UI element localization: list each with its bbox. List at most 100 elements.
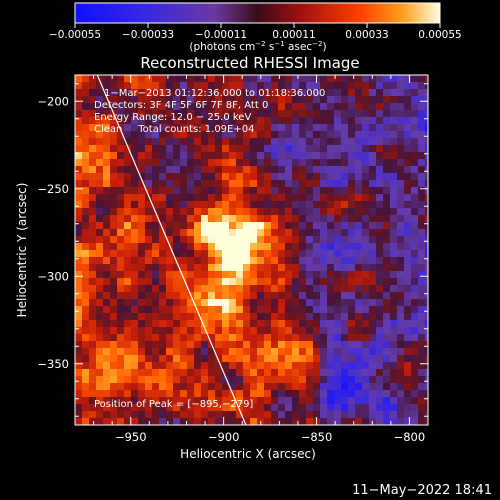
heatmap-cell xyxy=(215,152,223,160)
heatmap-cell xyxy=(369,299,377,307)
heatmap-cell xyxy=(75,96,83,104)
heatmap-cell xyxy=(264,208,272,216)
heatmap-cell xyxy=(425,376,428,384)
heatmap-cell xyxy=(285,404,293,412)
heatmap-cell xyxy=(341,222,349,230)
heatmap-cell xyxy=(418,404,426,412)
heatmap-cell xyxy=(327,103,335,111)
heatmap-cell xyxy=(96,257,104,265)
heatmap-cell xyxy=(327,194,335,202)
heatmap-cell xyxy=(124,376,132,384)
heatmap-cell xyxy=(341,124,349,132)
heatmap-cell xyxy=(229,264,237,272)
heatmap-cell xyxy=(159,264,167,272)
heatmap-cell xyxy=(82,236,90,244)
heatmap-cell xyxy=(75,89,83,97)
heatmap-cell xyxy=(229,187,237,195)
heatmap-cell xyxy=(124,222,132,230)
heatmap-cell xyxy=(173,327,181,335)
heatmap-cell xyxy=(369,187,377,195)
heatmap-cell xyxy=(82,341,90,349)
heatmap-cell xyxy=(75,348,83,356)
heatmap-cell xyxy=(180,222,188,230)
heatmap-cell xyxy=(180,306,188,314)
heatmap-cell xyxy=(82,306,90,314)
heatmap-cell xyxy=(257,285,265,293)
heatmap-cell xyxy=(334,292,342,300)
heatmap-cell xyxy=(285,334,293,342)
heatmap-cell xyxy=(138,173,146,181)
heatmap-cell xyxy=(313,292,321,300)
heatmap-cell xyxy=(334,250,342,258)
heatmap-cell xyxy=(89,271,97,279)
heatmap-cell xyxy=(369,306,377,314)
heatmap-cell xyxy=(257,257,265,265)
heatmap-cell xyxy=(131,348,139,356)
heatmap-cell xyxy=(355,271,363,279)
heatmap-cell xyxy=(369,292,377,300)
heatmap-cell xyxy=(124,103,132,111)
heatmap-cell xyxy=(236,187,244,195)
heatmap-cell xyxy=(222,131,230,139)
heatmap-cell xyxy=(313,355,321,363)
heatmap-cell xyxy=(152,124,160,132)
heatmap-cell xyxy=(257,299,265,307)
heatmap-cell xyxy=(89,376,97,384)
heatmap-cell xyxy=(292,257,300,265)
heatmap-cell xyxy=(145,278,153,286)
heatmap-cell xyxy=(425,327,428,335)
heatmap-cell xyxy=(131,138,139,146)
heatmap-cell xyxy=(376,117,384,125)
heatmap-cell xyxy=(313,390,321,398)
heatmap-cell xyxy=(362,313,370,321)
heatmap-cell xyxy=(320,327,328,335)
heatmap-cell xyxy=(187,166,195,174)
heatmap-cell xyxy=(82,194,90,202)
heatmap-cell xyxy=(75,306,83,314)
heatmap-cell xyxy=(194,257,202,265)
heatmap-cell xyxy=(180,159,188,167)
heatmap-cell xyxy=(383,208,391,216)
heatmap-cell xyxy=(411,348,419,356)
heatmap-cell xyxy=(243,89,251,97)
heatmap-cell xyxy=(187,201,195,209)
heatmap-cell xyxy=(404,138,412,146)
heatmap-cell xyxy=(152,222,160,230)
heatmap-cell xyxy=(173,362,181,370)
heatmap-cell xyxy=(187,341,195,349)
heatmap-cell xyxy=(348,369,356,377)
heatmap-cell xyxy=(166,166,174,174)
heatmap-cell xyxy=(348,208,356,216)
heatmap-cell xyxy=(292,362,300,370)
heatmap-cell xyxy=(145,229,153,237)
heatmap-cell xyxy=(397,152,405,160)
heatmap-cell xyxy=(110,89,118,97)
heatmap-cell xyxy=(124,152,132,160)
heatmap-cell xyxy=(208,327,216,335)
heatmap-cell xyxy=(138,404,146,412)
heatmap-cell xyxy=(187,194,195,202)
heatmap-cell xyxy=(215,257,223,265)
heatmap-cell xyxy=(348,418,356,425)
heatmap-cell xyxy=(82,124,90,132)
heatmap-cell xyxy=(348,215,356,223)
heatmap-cell xyxy=(320,236,328,244)
heatmap-cell xyxy=(411,208,419,216)
heatmap-cell xyxy=(208,138,216,146)
heatmap-cell xyxy=(341,250,349,258)
heatmap-cell xyxy=(299,159,307,167)
heatmap-cell xyxy=(334,222,342,230)
heatmap-cell xyxy=(159,320,167,328)
heatmap-cell xyxy=(425,271,428,279)
heatmap-cell xyxy=(236,75,244,83)
heatmap-cell xyxy=(103,418,111,425)
heatmap-cell xyxy=(411,390,419,398)
heatmap-cell xyxy=(82,278,90,286)
heatmap-cell xyxy=(390,180,398,188)
heatmap-cell xyxy=(320,411,328,419)
heatmap-cell xyxy=(397,236,405,244)
heatmap-cell xyxy=(355,369,363,377)
heatmap-cell xyxy=(229,341,237,349)
heatmap-cell xyxy=(425,173,428,181)
heatmap-cell xyxy=(152,82,160,90)
